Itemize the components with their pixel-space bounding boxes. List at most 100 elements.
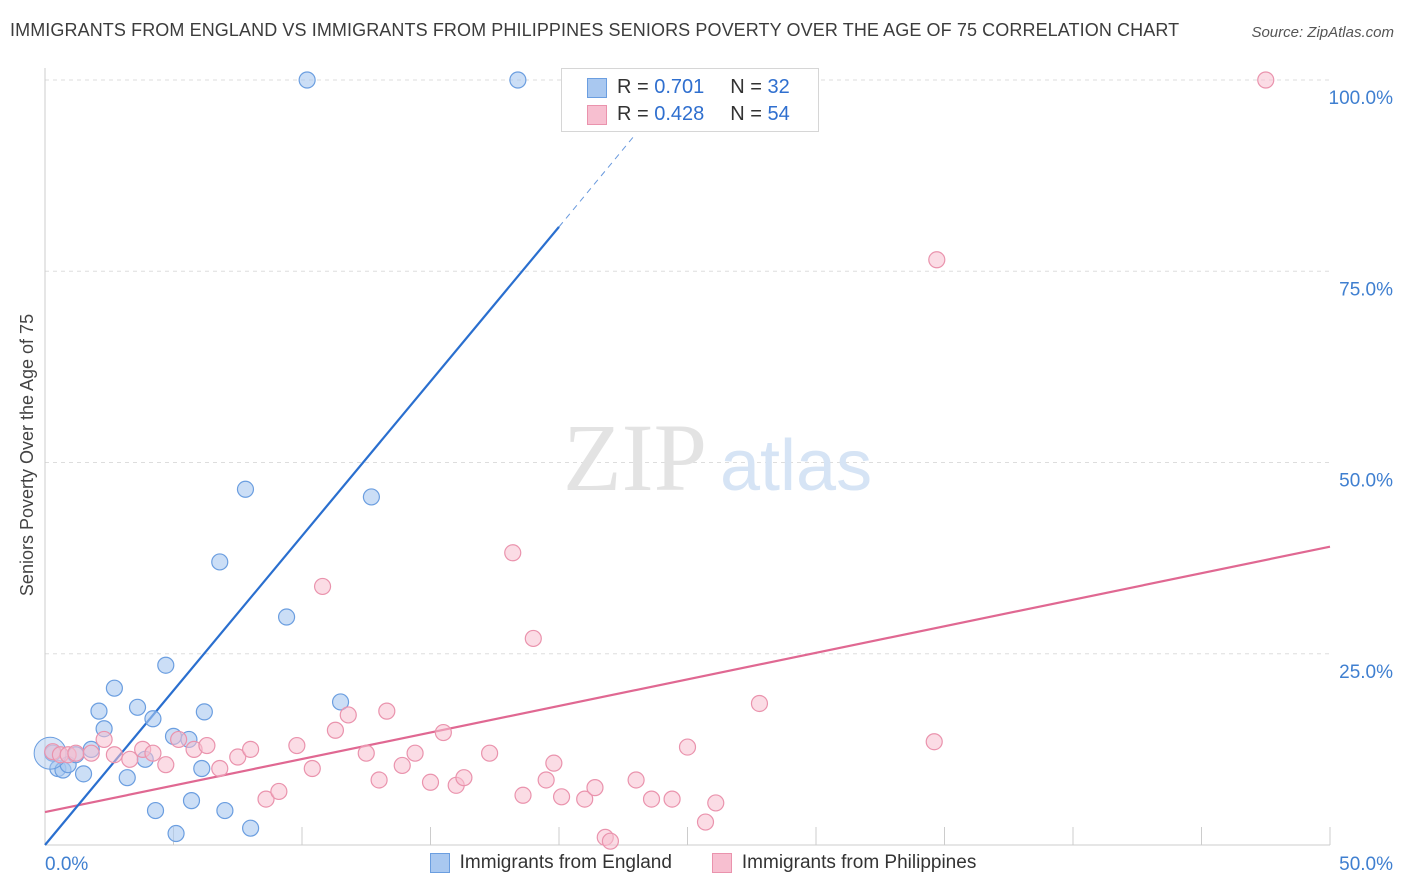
bottom-legend-england: Immigrants from England bbox=[429, 852, 672, 874]
philippines-point bbox=[270, 782, 288, 801]
watermark-atlas: atlas bbox=[720, 426, 872, 506]
england-points bbox=[33, 71, 527, 843]
y-tick-label-100: 100.0% bbox=[1329, 88, 1394, 109]
chart-title: IMMIGRANTS FROM ENGLAND VS IMMIGRANTS FR… bbox=[10, 20, 1180, 40]
philippines-point bbox=[95, 730, 113, 749]
philippines-point bbox=[370, 771, 388, 789]
england-point bbox=[193, 759, 211, 778]
england-point bbox=[146, 801, 165, 820]
philippines-point bbox=[170, 730, 188, 749]
philippines-point bbox=[514, 786, 532, 804]
philippines-point bbox=[627, 771, 645, 789]
philippines-r-label: R = bbox=[617, 103, 649, 125]
philippines-point bbox=[1257, 71, 1275, 89]
philippines-swatch bbox=[587, 104, 607, 125]
england-point bbox=[236, 480, 255, 498]
england-point bbox=[331, 693, 350, 711]
philippines-point bbox=[303, 759, 321, 778]
england-point bbox=[242, 819, 260, 837]
x-tick-label-min: 0.0% bbox=[45, 854, 88, 875]
england-point bbox=[195, 703, 213, 721]
y-tick-label-25: 25.0% bbox=[1339, 662, 1393, 683]
england-point bbox=[128, 698, 147, 716]
philippines-point bbox=[455, 769, 473, 787]
philippines-point bbox=[339, 706, 357, 724]
philippines-point bbox=[434, 723, 452, 742]
philippines-point bbox=[144, 744, 162, 762]
philippines-point bbox=[211, 759, 229, 778]
philippines-point bbox=[552, 788, 571, 806]
philippines-point bbox=[421, 773, 440, 791]
watermark: ZIP atlas bbox=[563, 404, 872, 511]
philippines-points bbox=[44, 71, 1275, 850]
england-point bbox=[90, 702, 108, 720]
philippines-point bbox=[642, 790, 661, 808]
england-n-value: 32 bbox=[767, 76, 790, 98]
philippines-point bbox=[378, 702, 396, 720]
england-point bbox=[216, 801, 234, 820]
england-trend-extension bbox=[558, 133, 637, 228]
philippines-point bbox=[406, 744, 424, 762]
watermark-zip: ZIP bbox=[563, 404, 707, 511]
philippines-point bbox=[601, 832, 620, 850]
x-tick-label-max: 50.0% bbox=[1339, 854, 1393, 875]
england-point bbox=[105, 679, 123, 697]
philippines-point bbox=[393, 756, 411, 775]
philippines-point bbox=[504, 544, 522, 562]
philippines-point bbox=[925, 733, 943, 751]
philippines-point bbox=[928, 251, 946, 269]
philippines-point bbox=[663, 790, 681, 808]
source-credit: Source: ZipAtlas.com bbox=[1251, 24, 1394, 41]
philippines-point bbox=[481, 744, 499, 762]
philippines-point bbox=[242, 740, 260, 758]
philippines-point bbox=[326, 721, 345, 739]
y-axis-label: Seniors Poverty Over the Age of 75 bbox=[17, 314, 37, 596]
philippines-r-value: 0.428 bbox=[654, 103, 705, 125]
england-point bbox=[144, 710, 162, 728]
philippines-point bbox=[121, 750, 139, 768]
philippines-n-label: N = bbox=[730, 103, 762, 125]
axes bbox=[44, 68, 1331, 846]
trend-lines bbox=[44, 133, 1331, 846]
philippines-point bbox=[545, 754, 563, 772]
philippines-point bbox=[82, 744, 100, 762]
philippines-trend-line bbox=[44, 545, 1331, 814]
philippines-point bbox=[696, 813, 715, 831]
philippines-point bbox=[586, 779, 604, 797]
legend-row-philippines: R = 0.428 N = 54 bbox=[587, 103, 790, 126]
philippines-point bbox=[750, 694, 769, 713]
england-swatch bbox=[587, 77, 607, 98]
england-point bbox=[118, 769, 136, 787]
legend-box: R = 0.701 N = 32 R = 0.428 N = 54 bbox=[561, 68, 819, 132]
philippines-n-value: 54 bbox=[767, 103, 790, 125]
philippines-point bbox=[576, 790, 594, 808]
philippines-point bbox=[229, 748, 247, 766]
england-point bbox=[167, 824, 185, 843]
england-point bbox=[157, 656, 175, 674]
philippines-point bbox=[678, 738, 697, 756]
bottom-legend: Immigrants from England Immigrants from … bbox=[0, 852, 1406, 874]
y-tick-label-75: 75.0% bbox=[1339, 279, 1393, 300]
grid-lines bbox=[45, 79, 1330, 655]
england-point bbox=[277, 608, 296, 626]
philippines-point bbox=[313, 577, 332, 596]
england-point bbox=[362, 488, 380, 506]
philippines-point bbox=[357, 744, 375, 762]
philippines-point bbox=[257, 790, 275, 808]
philippines-point bbox=[198, 736, 216, 755]
philippines-point bbox=[157, 756, 175, 774]
y-tick-label-50: 50.0% bbox=[1339, 471, 1393, 492]
bottom-england-swatch bbox=[429, 853, 450, 873]
philippines-point bbox=[288, 736, 306, 755]
philippines-point bbox=[105, 746, 123, 764]
philippines-point bbox=[524, 629, 542, 648]
philippines-point bbox=[707, 794, 725, 812]
england-point bbox=[182, 792, 201, 810]
england-point bbox=[298, 71, 316, 89]
england-n-label: N = bbox=[730, 76, 762, 98]
england-r-value: 0.701 bbox=[654, 76, 705, 98]
england-point bbox=[74, 765, 93, 783]
bottom-philippines-label: Immigrants from Philippines bbox=[741, 852, 977, 873]
england-r-label: R = bbox=[617, 76, 649, 98]
